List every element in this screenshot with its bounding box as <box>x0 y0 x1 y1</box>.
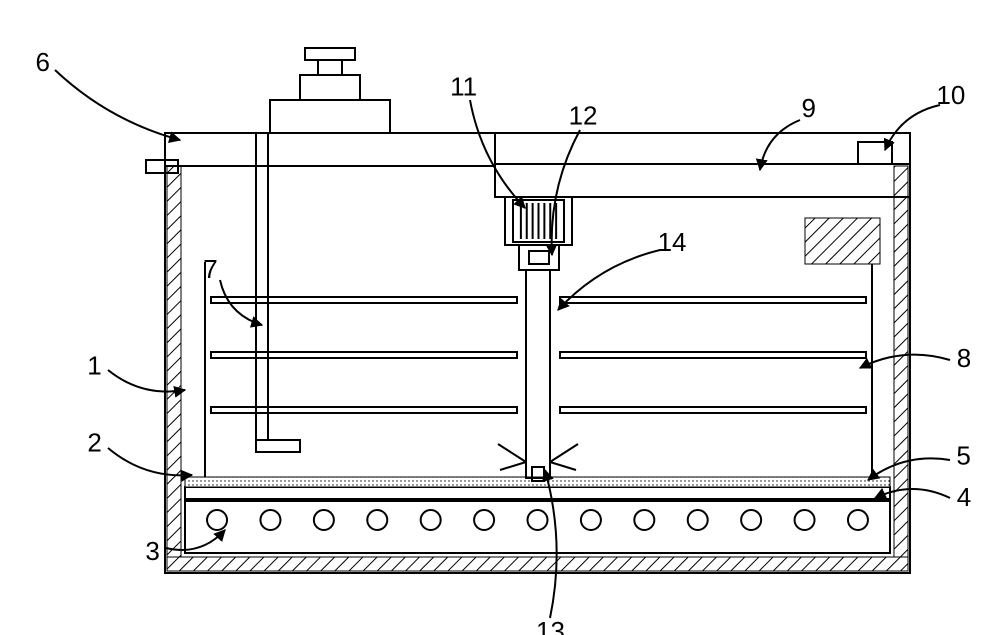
svg-text:2: 2 <box>87 428 101 458</box>
svg-text:10: 10 <box>936 80 965 110</box>
svg-text:5: 5 <box>956 441 970 471</box>
svg-text:4: 4 <box>957 482 971 512</box>
svg-text:12: 12 <box>569 100 598 130</box>
svg-text:9: 9 <box>802 93 816 123</box>
svg-text:13: 13 <box>536 616 565 635</box>
svg-text:6: 6 <box>36 47 50 77</box>
svg-text:7: 7 <box>203 254 217 284</box>
svg-text:1: 1 <box>87 350 101 380</box>
svg-text:8: 8 <box>957 343 971 373</box>
svg-text:3: 3 <box>145 536 159 566</box>
svg-text:11: 11 <box>450 72 477 102</box>
svg-text:14: 14 <box>658 227 687 257</box>
